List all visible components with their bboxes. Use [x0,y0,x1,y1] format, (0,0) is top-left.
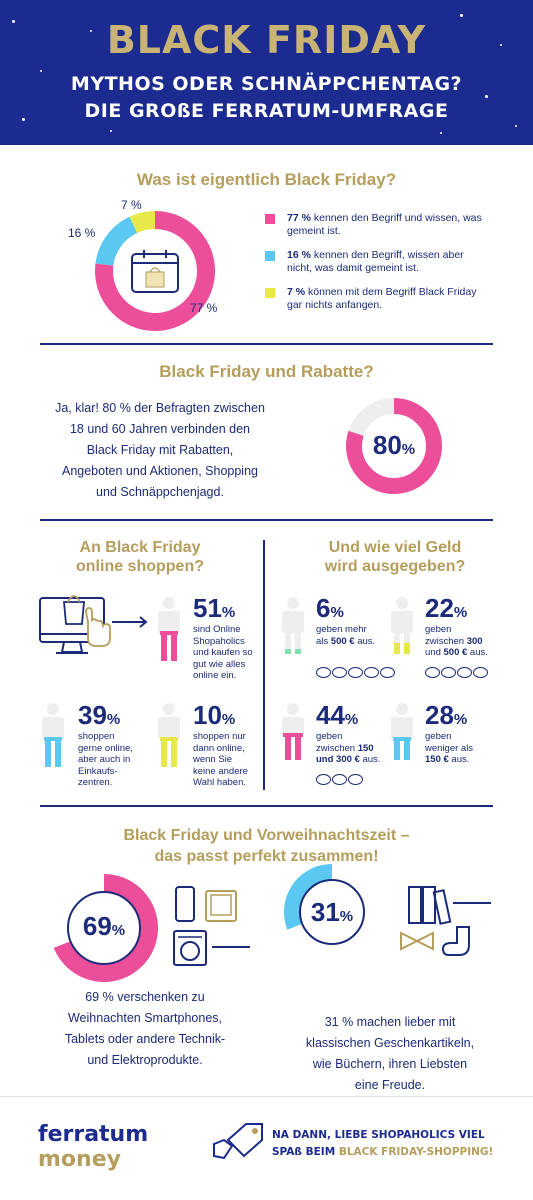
donut-slice-77 [95,211,215,331]
section4-title: Black Friday und Vorweihnachtszeit – das … [123,827,410,865]
star-decoration [440,132,442,134]
pct-label-77: 77 % [190,301,218,315]
coins-row-3 [316,772,364,790]
coin-icon [316,667,331,678]
star-decoration [500,44,502,46]
person-icon-pink [282,703,304,760]
coin-icon [457,667,472,678]
rabatte-percent: 80% [372,430,416,460]
star-decoration [40,70,42,72]
coin-icon [316,774,331,785]
person-icon-pink [158,597,180,661]
calendar-bag-icon [131,250,179,293]
star-decoration [110,130,112,132]
coin-icon [348,774,363,785]
spend-22-text: geben zwischen 300 und 500 € aus. [425,624,488,658]
star-decoration [460,14,463,17]
ring-progress-80 [346,398,442,494]
technik-pie-chart [53,874,158,982]
star-decoration [515,125,517,127]
coin-icon [473,667,488,678]
online-51-percent: 51% [193,593,236,623]
section-divider [40,343,493,345]
spend-22-percent: 22% [425,593,468,623]
legend-swatch-yellow [265,288,275,298]
computer-shopping-icon [39,595,148,654]
legend-swatch-blue [265,251,275,261]
online-51-text: sind Online Shopaholics und kaufen so gut w… [193,624,253,681]
ferratum-logo: ferratum [38,1122,149,1147]
online-39-percent: 39% [78,700,121,730]
online-10-percent: 10% [193,700,236,730]
person-icon-blue [391,703,413,760]
page-subtitle-line2: DIE GROßE FERRATUM-UMFRAGE [84,100,449,122]
coin-icon [332,667,347,678]
vertical-divider [263,540,265,790]
footer-cta: NA DANN, LIEBE SHOPAHOLICS VIEL SPAß BEI… [272,1129,494,1158]
online-10-text: shoppen nur dann online, wenn Sie keine and… [193,731,248,788]
section-divider [40,519,493,521]
books-bowtie-sock-icon [400,886,491,956]
geschenke-pie-chart [284,864,365,945]
section2-title: Black Friday und Rabatte? [159,362,374,381]
pct-label-7: 7 % [121,198,142,212]
star-decoration [12,20,15,23]
technik-text: 69 % verschenken zu Weihnachten Smartphon… [64,990,226,1067]
person-icon-blue [42,703,64,767]
awareness-donut-chart [95,211,215,331]
spend-title: Und wie viel Geld wird ausgegeben? [324,539,466,575]
star-decoration [22,118,25,121]
technik-percent: 69% [82,911,126,941]
money-logo: money [38,1147,121,1172]
section1-title: Was ist eigentlich Black Friday? [136,170,397,189]
online-39-text: shoppen gerne online, aber auch in Einkaufs… [78,731,133,788]
header-banner: BLACK FRIDAY MYTHOS ODER SCHNÄPPCHENTAG?… [0,0,533,145]
coins-row-5 [316,665,396,683]
spend-44-percent: 44% [316,700,359,730]
geschenke-text: 31 % machen lieber mit klassischen Gesche… [305,1015,475,1092]
star-decoration [485,95,488,98]
spend-28-text: geben weniger als 150 € aus. [425,731,474,765]
coin-icon [332,774,347,785]
coin-icon [348,667,363,678]
coins-row-4 [425,665,489,683]
spend-44-text: geben zwischen 150 und 300 € aus. [316,731,381,765]
donut-slice-16 [95,216,138,266]
spend-28-percent: 28% [425,700,468,730]
coin-icon [441,667,456,678]
coin-icon [364,667,379,678]
person-icon-yellow [391,597,413,654]
price-tag-hand-icon [213,1123,263,1160]
page-subtitle-line1: MYTHOS ODER SCHNÄPPCHENTAG? [70,73,463,95]
person-icon-yellow [158,703,180,767]
footer-divider [0,1096,533,1097]
donut-slice-7 [129,211,155,233]
spend-6-text: geben mehr als 500 € aus. [316,624,376,647]
spend-6-percent: 6% [316,593,344,623]
rabatte-text: Ja, klar! 80 % der Befragten zwischen 18… [55,401,265,499]
legend-swatch-pink [265,214,275,224]
person-icon-green [282,597,304,654]
pct-label-16: 16 % [68,226,96,240]
geschenke-percent: 31% [310,897,354,927]
coin-icon [425,667,440,678]
rabatte-ring-chart [346,398,442,494]
page-title: BLACK FRIDAY [106,18,427,62]
section-divider [40,805,493,807]
star-decoration [90,30,92,32]
electronics-icon [173,886,250,966]
online-title: An Black Friday online shoppen? [76,539,204,575]
coin-icon [380,667,395,678]
